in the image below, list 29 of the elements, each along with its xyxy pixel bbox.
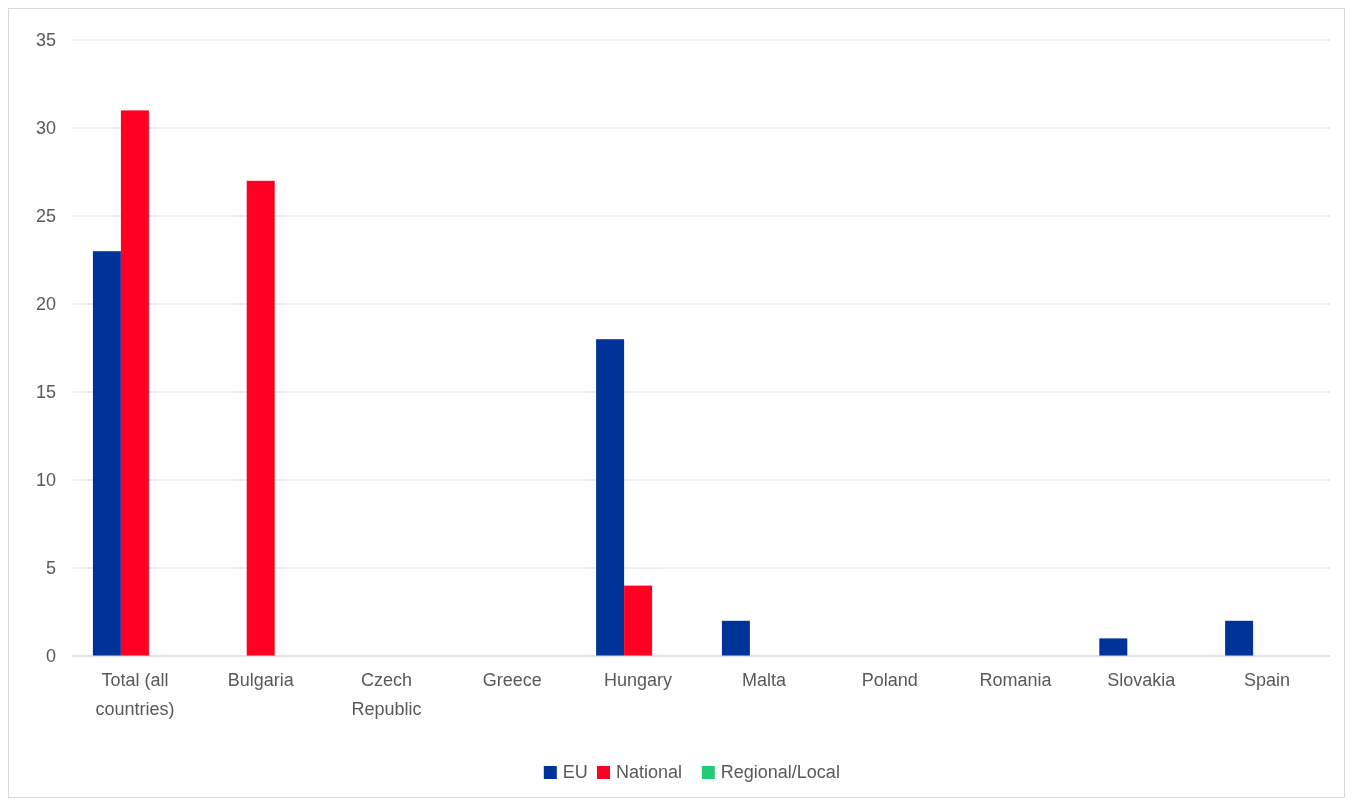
x-tick-label: Malta [741,670,787,690]
x-tick-label: Total (all countries) [95,670,175,719]
y-tick-label: 25 [35,206,56,227]
bar [1225,620,1254,656]
legend-label: Regional/Local [720,762,840,782]
x-tick-label: Czech Republic [351,670,422,719]
x-tick-label: Bulgaria [227,670,295,690]
legend-label: National [616,762,683,782]
y-tick-label: 35 [35,30,56,51]
y-tick-label: 10 [35,470,56,491]
x-tick-label: Romania [979,670,1053,690]
bar [1099,638,1128,656]
bar [120,110,149,656]
y-tick-label: 20 [35,294,56,315]
bar [624,585,653,656]
y-tick-label: 15 [35,382,56,403]
bar [92,251,121,656]
x-tick-label: Greece [482,670,542,690]
x-tick-label: Poland [861,670,918,690]
legend-label: EU [562,762,588,782]
y-tick-label: 30 [35,118,56,139]
bar [721,620,750,656]
x-tick-label: Hungary [604,670,673,690]
x-tick-label: Spain [1244,670,1291,690]
bar [596,339,625,656]
x-tick-label: Slovakia [1107,670,1177,690]
y-tick-label: 0 [45,646,56,667]
y-tick-label: 5 [45,558,56,579]
bar [246,180,275,656]
